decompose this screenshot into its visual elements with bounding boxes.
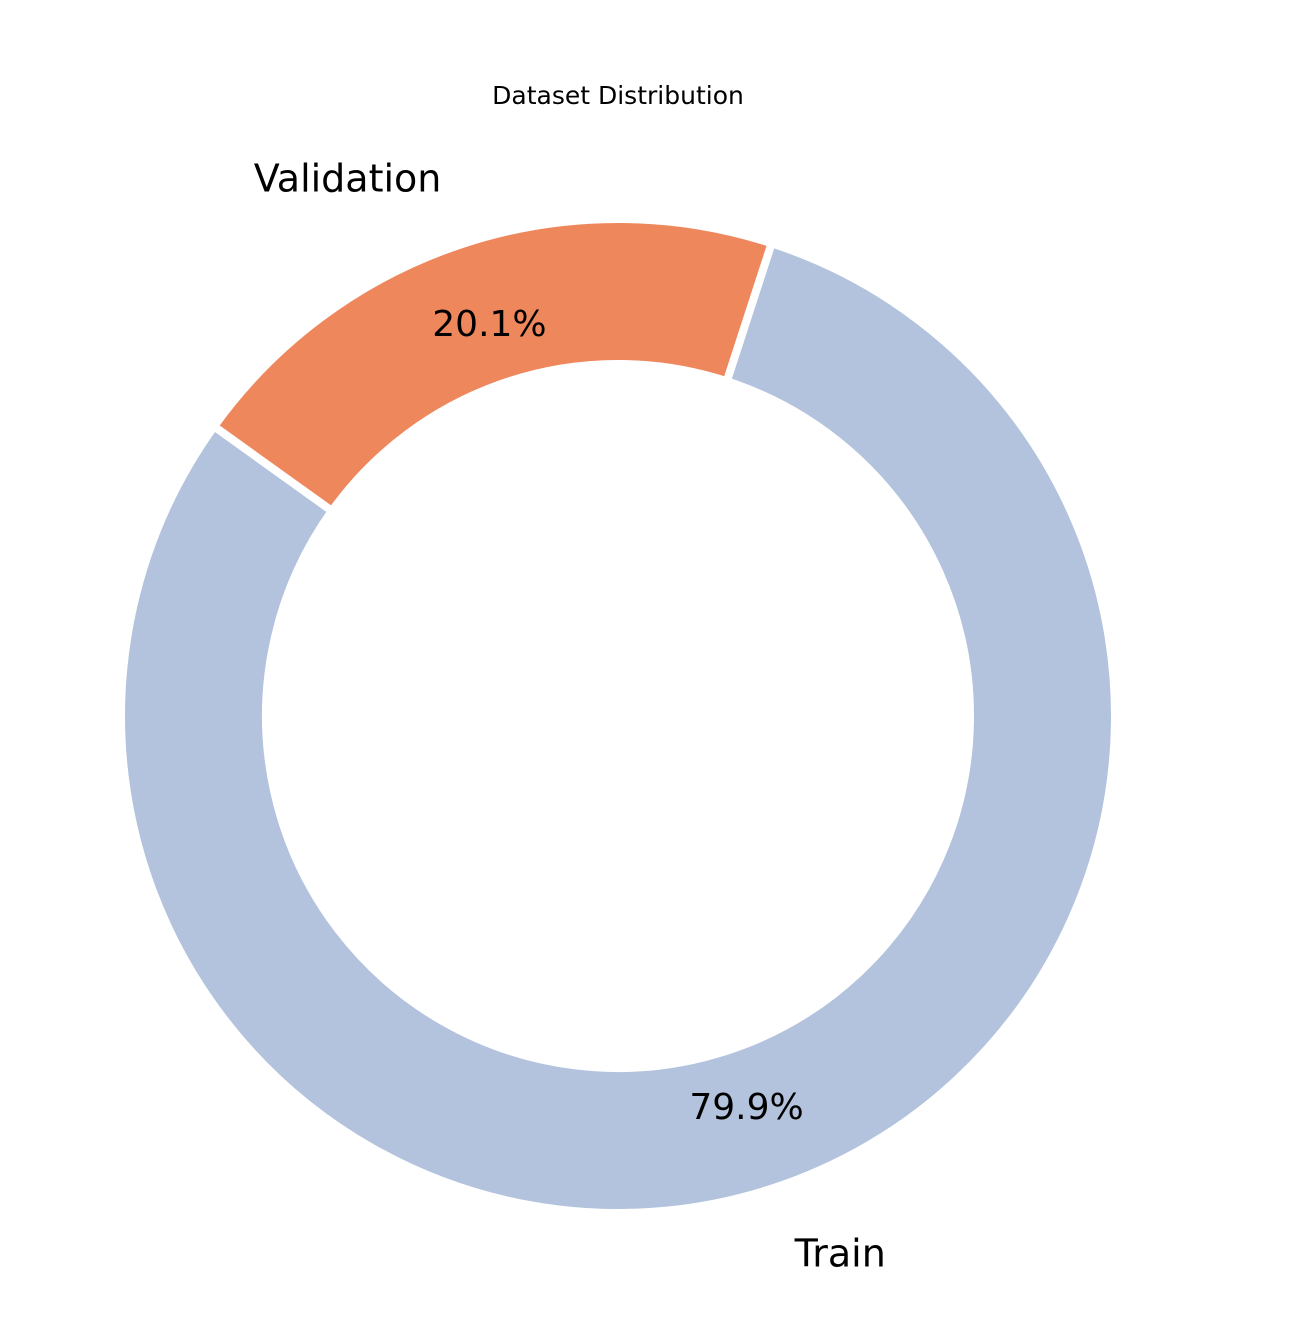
chart-title: Dataset Distribution (492, 81, 744, 110)
slice-label-validation: Validation (254, 156, 442, 200)
slice-validation (208, 215, 777, 517)
percent-label-train: 79.9% (689, 1087, 803, 1128)
labels-group: Train 79.9% Validation 20.1% (254, 156, 886, 1275)
percent-label-validation: 20.1% (432, 304, 546, 345)
slice-label-train: Train (794, 1232, 886, 1276)
slice-train (117, 238, 1119, 1217)
slices-group (117, 215, 1119, 1217)
